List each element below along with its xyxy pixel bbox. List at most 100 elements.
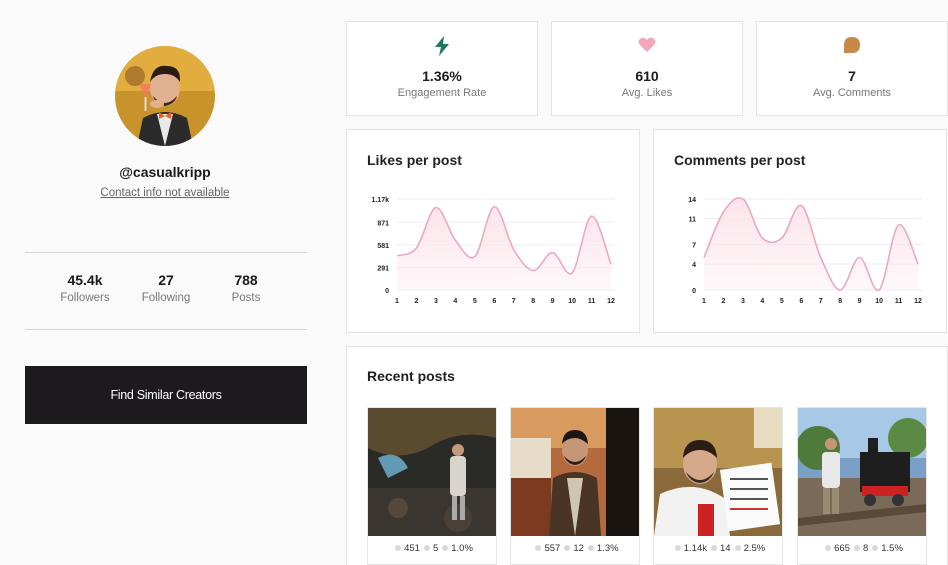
x-tick-label: 10: [568, 298, 576, 305]
x-tick-label: 11: [895, 298, 903, 305]
followers-count: 45.4k: [67, 272, 103, 288]
stat-followers: 45.4k Followers: [45, 272, 125, 304]
post-card[interactable]: 451 5 1.0%: [367, 407, 497, 565]
heart-icon: [825, 544, 832, 551]
avatar: [115, 46, 215, 146]
x-tick-label: 7: [819, 298, 823, 305]
post-thumbnail: [798, 408, 926, 536]
post-card[interactable]: 557 12 1.3%: [510, 407, 640, 565]
y-tick-label: 11: [689, 217, 697, 224]
engagement-icon: [734, 544, 741, 551]
following-label: Following: [141, 292, 191, 304]
stat-following: 27 Following: [126, 272, 206, 304]
y-tick-label: 581: [377, 243, 389, 250]
stat-posts: 788 Posts: [206, 272, 286, 304]
x-tick-label: 4: [453, 298, 457, 305]
x-tick-label: 1: [702, 298, 706, 305]
metric-card-comments: 7 Avg. Comments: [756, 21, 948, 116]
post-stats: 451 5 1.0%: [368, 543, 496, 554]
post-thumbnail: [654, 408, 782, 536]
metric-card-engagement: 1.36% Engagement Rate: [346, 21, 538, 116]
heart-icon: [552, 36, 742, 56]
comment-icon: [423, 544, 430, 551]
x-tick-label: 1: [395, 298, 399, 305]
x-tick-label: 12: [607, 298, 615, 305]
y-tick-label: 1.17k: [371, 197, 389, 204]
divider: [25, 329, 307, 330]
engagement-rate-value: 1.36%: [422, 68, 462, 84]
x-tick-label: 2: [722, 298, 726, 305]
comment-icon: [757, 36, 947, 56]
post-thumbnail: [368, 408, 496, 536]
x-tick-label: 3: [434, 298, 438, 305]
series-line: [703, 197, 919, 291]
profile-panel: @casualkripp Contact info not available …: [0, 0, 330, 565]
post-stats: 665 8 1.5%: [798, 543, 926, 554]
engagement-icon: [587, 544, 594, 551]
engagement-icon: [872, 544, 879, 551]
y-tick-label: 0: [692, 288, 696, 295]
post-card[interactable]: 1.14k 14 2.5%: [653, 407, 783, 565]
post-likes: 557: [544, 543, 561, 554]
y-tick-label: 7: [692, 243, 696, 250]
x-tick-label: 4: [760, 298, 764, 305]
x-tick-label: 5: [473, 298, 477, 305]
post-comments: 14: [720, 543, 731, 554]
comment-icon: [564, 544, 571, 551]
find-similar-creators-button[interactable]: Find Similar Creators: [25, 366, 307, 424]
post-comments: 5: [432, 543, 439, 554]
post-stats: 1.14k 14 2.5%: [654, 543, 782, 554]
y-tick-label: 14: [688, 197, 696, 204]
y-tick-label: 871: [377, 220, 389, 227]
x-tick-label: 9: [858, 298, 862, 305]
comments-per-post-card: Comments per post 0 4 7 11 14 1 2 3 4 5 6 7 8 9 10 11 12: [653, 129, 947, 333]
likes-per-post-card: Likes per post 0 291 581 871 1.17k 1 2 3 4 5 6 7 8 9 1…: [346, 129, 640, 333]
comment-icon: [711, 544, 717, 551]
x-tick-label: 10: [875, 298, 883, 305]
avg-comments-label: Avg. Comments: [812, 87, 892, 99]
post-comments: 12: [573, 543, 584, 554]
post-engagement: 1.0%: [451, 543, 473, 554]
divider: [25, 252, 307, 253]
y-tick-label: 4: [692, 262, 696, 269]
series-line: [396, 205, 612, 275]
avg-likes-value: 610: [635, 68, 659, 84]
avg-likes-label: Avg. Likes: [621, 87, 673, 99]
contact-info-link[interactable]: Contact info not available: [100, 187, 230, 199]
recent-posts-title: Recent posts: [367, 368, 455, 384]
post-thumbnail: [511, 408, 639, 536]
post-stats: 557 12 1.3%: [511, 543, 639, 554]
y-tick-label: 291: [377, 265, 389, 272]
x-tick-label: 12: [914, 298, 922, 305]
x-tick-label: 8: [838, 298, 842, 305]
post-likes: 665: [834, 543, 850, 554]
post-engagement: 1.3%: [596, 543, 619, 554]
post-engagement: 2.5%: [743, 543, 766, 554]
series-area: [397, 206, 611, 290]
heart-icon: [395, 544, 402, 551]
post-comments: 8: [862, 543, 869, 554]
following-count: 27: [158, 272, 174, 288]
username: @casualkripp: [119, 164, 211, 180]
x-tick-label: 6: [799, 298, 803, 305]
x-tick-label: 6: [492, 298, 496, 305]
recent-posts-card: Recent posts 451 5 1.0%: [346, 346, 948, 565]
posts-count: 788: [234, 272, 258, 288]
x-tick-label: 7: [512, 298, 516, 305]
post-likes: 451: [404, 543, 420, 554]
avg-comments-value: 7: [848, 68, 856, 84]
x-tick-label: 8: [531, 298, 535, 305]
comment-icon: [853, 544, 860, 551]
chart-title: Comments per post: [674, 152, 806, 168]
x-tick-label: 2: [415, 298, 419, 305]
engagement-icon: [442, 544, 449, 551]
series-area: [704, 197, 918, 291]
x-tick-label: 11: [588, 298, 596, 305]
engagement-rate-label: Engagement Rate: [397, 87, 487, 99]
metric-card-likes: 610 Avg. Likes: [551, 21, 743, 116]
post-card[interactable]: 665 8 1.5%: [797, 407, 927, 565]
heart-icon: [674, 544, 681, 551]
